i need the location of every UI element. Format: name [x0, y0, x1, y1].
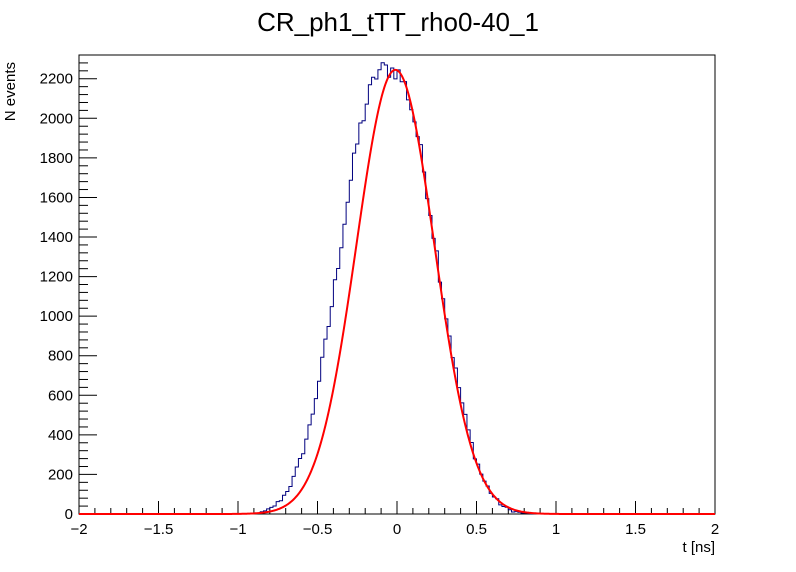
- histogram-bins: [79, 62, 715, 515]
- chart-title: CR_ph1_tTT_rho0-40_1: [257, 7, 539, 37]
- x-tick-label: 0.5: [466, 521, 487, 538]
- y-tick-label: 2200: [40, 71, 73, 88]
- y-axis-label: N events: [2, 62, 19, 121]
- y-tick-label: 400: [48, 427, 73, 444]
- y-tick-label: 1400: [40, 229, 73, 246]
- y-tick-label: 1200: [40, 269, 73, 286]
- plot-frame: [78, 54, 716, 515]
- y-tick-label: 200: [48, 466, 73, 483]
- x-tick-label: 2: [711, 521, 719, 538]
- x-tick-label: −0.5: [303, 521, 333, 538]
- gaussian-fit-line: [79, 68, 715, 515]
- x-tick-label: 1.5: [625, 521, 646, 538]
- y-tick-label: 2000: [40, 110, 73, 127]
- x-tick-label: −1.5: [144, 521, 174, 538]
- histogram-series: [79, 62, 715, 515]
- fit-curve-series: [79, 68, 715, 515]
- y-axis: 0 200 400 600 800 1000 1200 1400 1600 1800 2000 220…: [40, 62, 97, 523]
- y-tick-label: 1000: [40, 308, 73, 325]
- y-tick-label: 600: [48, 387, 73, 404]
- x-tick-label: −2: [70, 521, 87, 538]
- x-tick-label: 1: [552, 521, 560, 538]
- y-tick-label: 1800: [40, 150, 73, 167]
- x-axis: −2 −1.5 −1 −0.5 0 0.5 1 1.5 2: [70, 501, 719, 538]
- x-tick-label: −1: [229, 521, 246, 538]
- y-tick-label: 800: [48, 348, 73, 365]
- plot-area-border: [78, 54, 716, 515]
- x-axis-label: t [ns]: [682, 539, 715, 556]
- y-tick-label: 1600: [40, 189, 73, 206]
- y-tick-label: 0: [65, 506, 73, 523]
- x-tick-label: 0: [393, 521, 401, 538]
